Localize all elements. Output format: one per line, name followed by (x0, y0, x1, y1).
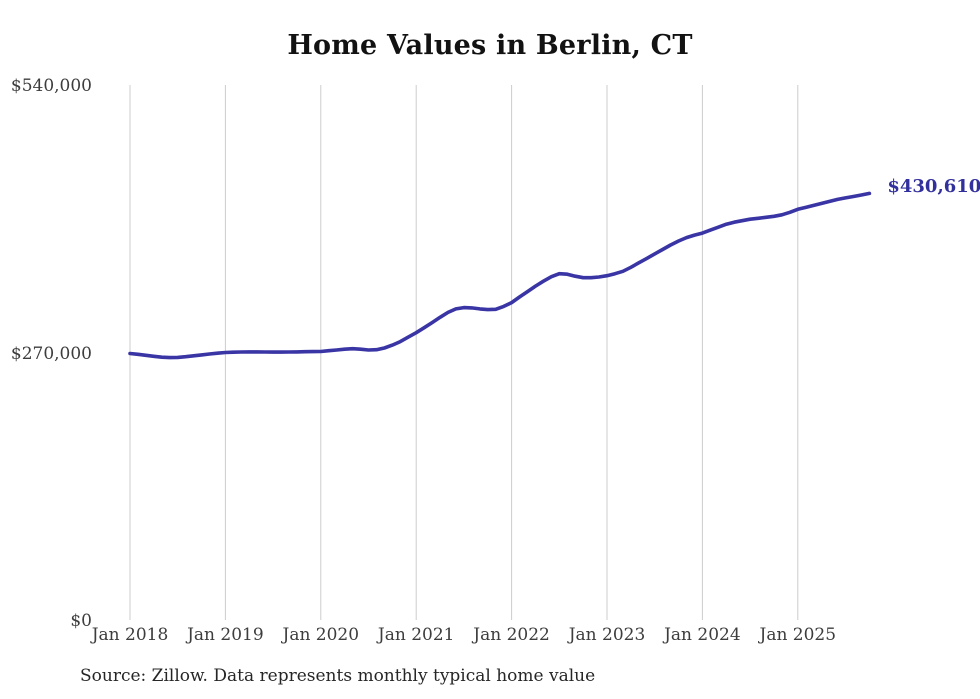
x-tick-label: Jan 2018 (91, 625, 169, 645)
series-line (128, 191, 872, 360)
x-tick-label: Jan 2022 (473, 625, 550, 645)
chart-title: Home Values in Berlin, CT (287, 30, 693, 61)
x-tick-label: Jan 2020 (282, 625, 360, 645)
y-tick-label: $0 (70, 611, 92, 631)
x-tick-label: Jan 2023 (568, 625, 646, 645)
latest-value-label: $430,610 (887, 176, 980, 198)
x-tick-label: Jan 2025 (759, 625, 837, 645)
y-tick-label: $270,000 (10, 343, 92, 364)
x-tick-label: Jan 2021 (377, 625, 455, 645)
x-tick-label: Jan 2019 (187, 625, 264, 645)
x-tick-label: Jan 2024 (664, 625, 741, 645)
y-tick-label: $540,000 (10, 76, 92, 96)
source-note: Source: Zillow. Data represents monthly … (80, 666, 596, 686)
